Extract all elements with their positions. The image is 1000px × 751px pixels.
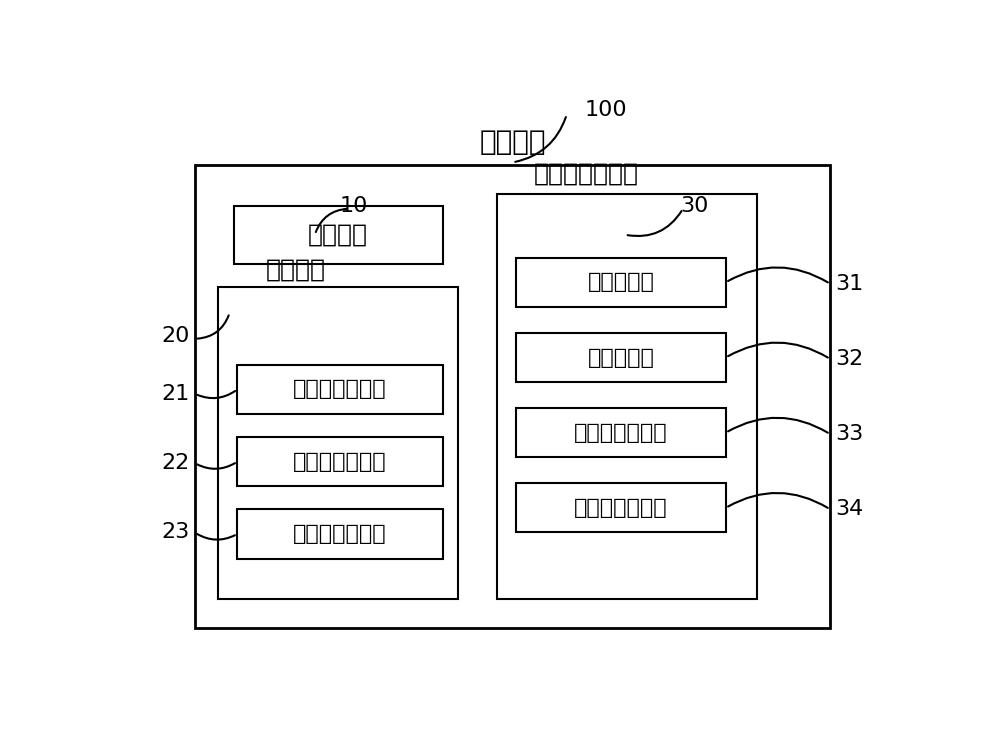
FancyArrowPatch shape [197,463,235,469]
Bar [516,258,726,307]
Bar [237,437,443,486]
FancyArrowPatch shape [728,342,828,357]
Text: 固态硬盘: 固态硬盘 [479,128,546,156]
Text: 第一操作子模块: 第一操作子模块 [574,423,668,443]
Bar [218,287,458,599]
Text: 34: 34 [836,499,864,520]
Bar [516,333,726,382]
Text: 验证及操作模块: 验证及操作模块 [534,162,639,186]
Bar [237,509,443,559]
Text: 30: 30 [680,196,709,216]
Text: 第二设置子模块: 第二设置子模块 [293,451,387,472]
Bar [237,365,443,414]
Text: 10: 10 [339,196,368,216]
FancyArrowPatch shape [628,211,682,236]
Text: 设置模块: 设置模块 [266,258,326,282]
FancyArrowPatch shape [197,391,235,398]
Text: 33: 33 [836,424,864,444]
Text: 验证子模块: 验证子模块 [588,348,654,367]
Bar [195,165,830,628]
FancyArrowPatch shape [197,534,235,540]
Bar [497,195,757,599]
FancyArrowPatch shape [316,209,347,232]
Text: 第一设置子模块: 第一设置子模块 [293,379,387,400]
Bar [516,409,726,457]
Text: 31: 31 [836,274,864,294]
FancyArrowPatch shape [728,493,828,508]
Bar [234,206,443,264]
Text: 第三设置子模块: 第三设置子模块 [293,524,387,544]
FancyArrowPatch shape [728,267,828,282]
Text: 21: 21 [161,384,190,404]
Text: 接收子模块: 接收子模块 [588,273,654,292]
Bar [516,484,726,532]
Text: 第二操作子模块: 第二操作子模块 [574,498,668,518]
Text: 划分模块: 划分模块 [308,223,368,246]
FancyArrowPatch shape [198,315,229,339]
Text: 23: 23 [161,523,190,542]
Text: 100: 100 [584,101,627,120]
FancyArrowPatch shape [515,117,566,162]
Text: 20: 20 [161,326,190,346]
Text: 22: 22 [161,453,190,473]
FancyArrowPatch shape [728,418,828,433]
Text: 32: 32 [836,349,864,369]
